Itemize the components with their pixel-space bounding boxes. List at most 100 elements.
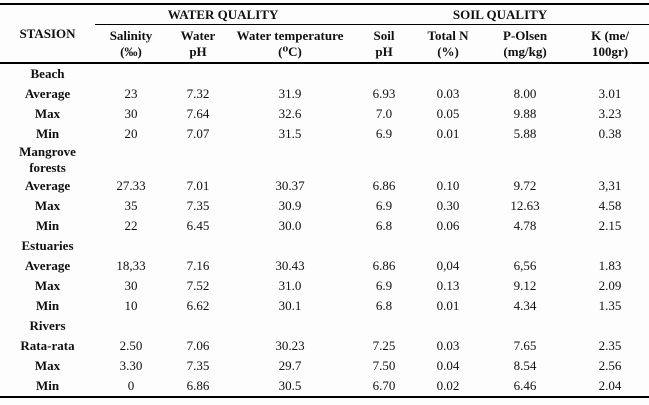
group-header-water-quality: WATER QUALITY (95, 4, 352, 25)
row-label: Average (24, 86, 71, 101)
row-label: Min (35, 218, 60, 233)
value-cell: 9.12 (513, 278, 537, 293)
value-cell: 35 (124, 198, 138, 213)
section-label: Rivers (29, 318, 66, 333)
row-label: Min (35, 298, 60, 313)
table-row: Max 3.30 7.35 29.7 7.50 0.04 8.54 2.56 (0, 356, 649, 376)
value-cell: 7.32 (186, 86, 210, 101)
value-cell: 22 (124, 218, 138, 233)
value-cell: 6.70 (372, 378, 396, 393)
value-cell: 8.00 (513, 86, 537, 101)
value-cell: 30.5 (278, 378, 302, 393)
value-cell: 7.07 (186, 126, 210, 141)
section-label: Estuaries (21, 238, 74, 253)
empty-cell (95, 144, 649, 176)
value-cell: 4.78 (513, 218, 537, 233)
value-cell: 3.30 (119, 358, 143, 373)
table-row: Rata-rata 2.50 7.06 30.23 7.25 0.03 7.65 2.35 (0, 336, 649, 356)
value-cell: 2.56 (598, 358, 622, 373)
section-row-beach: Beach (0, 63, 649, 84)
row-label: Min (35, 126, 60, 141)
column-header-water-ph: Water pH (167, 24, 229, 64)
value-cell: 2.35 (598, 338, 622, 353)
value-cell: 6.9 (375, 126, 393, 141)
water-soil-quality-table: STASION WATER QUALITY SOIL QUALITY Salin… (0, 3, 649, 398)
table-row: Average 23 7.32 31.9 6.93 0.03 8.00 3.01 (0, 84, 649, 104)
table-body: Beach Average 23 7.32 31.9 6.93 0.03 8.00 3.01 Ma… (0, 63, 649, 397)
value-cell: 20 (124, 126, 138, 141)
table-row: Max 35 7.35 30.9 6.9 0.30 12.63 4.58 (0, 196, 649, 216)
column-header-water-temperature-c: Water temperature (⁰C) (229, 24, 352, 64)
table-row: Min 20 7.07 31.5 6.9 0.01 5.88 0.38 (0, 124, 649, 144)
table-row: Average 27.33 7.01 30.37 6.86 0.10 9.72 3,31 (0, 176, 649, 196)
section-row-rivers: Rivers (0, 316, 649, 336)
value-cell: 6.86 (186, 378, 210, 393)
value-cell: 7.16 (186, 258, 210, 273)
value-cell: 7.35 (186, 358, 210, 373)
section-label: Mangrove forests (19, 144, 76, 175)
value-cell: 31.0 (278, 278, 302, 293)
value-cell: 7.01 (186, 178, 210, 193)
value-cell: 7.25 (372, 338, 396, 353)
table-row: Min 22 6.45 30.0 6.8 0.06 4.78 2.15 (0, 216, 649, 236)
value-cell: 0.05 (436, 106, 460, 121)
value-cell: 31.5 (278, 126, 302, 141)
value-cell: 30 (124, 278, 138, 293)
column-header-row: Salinity (‰) Water pH Water temperature (⁰… (0, 24, 649, 64)
row-label: Max (34, 198, 61, 213)
row-label: Average (24, 178, 71, 193)
value-cell: 8.54 (513, 358, 537, 373)
value-cell: 27.33 (116, 178, 146, 193)
value-cell: 0.38 (598, 126, 622, 141)
value-cell: 10 (124, 298, 138, 313)
table-row: Average 18,33 7.16 30.43 6.86 0,04 6,56 1.83 (0, 256, 649, 276)
value-cell: 7.35 (186, 198, 210, 213)
value-cell: 6.9 (375, 198, 393, 213)
value-cell: 3.01 (598, 86, 622, 101)
value-cell: 7.0 (375, 106, 393, 121)
empty-cell (95, 236, 649, 256)
value-cell: 0.13 (436, 278, 460, 293)
value-cell: 6.9 (375, 278, 393, 293)
value-cell: 9.72 (513, 178, 537, 193)
value-cell: 5.88 (513, 126, 537, 141)
section-label: Beach (30, 66, 65, 81)
value-cell: 3.23 (598, 106, 622, 121)
column-header-total-n: Total N (%) (417, 24, 480, 64)
value-cell: 6.8 (375, 298, 393, 313)
value-cell: 0 (127, 378, 135, 393)
value-cell: 32.6 (278, 106, 302, 121)
value-cell: 0.03 (436, 86, 460, 101)
value-cell: 6.86 (372, 178, 396, 193)
value-cell: 0.02 (436, 378, 460, 393)
value-cell: 7.52 (186, 278, 210, 293)
row-label: Min (35, 378, 60, 393)
value-cell: 0.04 (436, 358, 460, 373)
value-cell: 30.43 (275, 258, 305, 273)
column-header-p-olsen-mg-kg: P-Olsen (mg/kg) (479, 24, 572, 64)
value-cell: 23 (124, 86, 138, 101)
value-cell: 2.15 (598, 218, 622, 233)
value-cell: 31.9 (278, 86, 302, 101)
value-cell: 30.23 (275, 338, 305, 353)
table-row: Max 30 7.52 31.0 6.9 0.13 9.12 2.09 (0, 276, 649, 296)
value-cell: 4.58 (598, 198, 622, 213)
value-cell: 2.04 (598, 378, 622, 393)
value-cell: 30.1 (278, 298, 302, 313)
section-row-estuaries: Estuaries (0, 236, 649, 256)
value-cell: 12.63 (510, 198, 540, 213)
value-cell: 18,33 (116, 258, 146, 273)
group-header-row: STASION WATER QUALITY SOIL QUALITY (0, 4, 649, 64)
section-row-mangrove-forests: Mangrove forests (0, 144, 649, 176)
value-cell: 6.93 (372, 86, 396, 101)
column-header-stasion: STASION (0, 4, 95, 64)
row-label: Max (34, 278, 61, 293)
value-cell: 6,56 (513, 258, 537, 273)
value-cell: 7.65 (513, 338, 537, 353)
table-row: Max 30 7.64 32.6 7.0 0.05 9.88 3.23 (0, 104, 649, 124)
value-cell: 0.01 (436, 298, 460, 313)
value-cell: 6.45 (186, 218, 210, 233)
row-label: Rata-rata (20, 338, 75, 353)
value-cell: 30.9 (278, 198, 302, 213)
